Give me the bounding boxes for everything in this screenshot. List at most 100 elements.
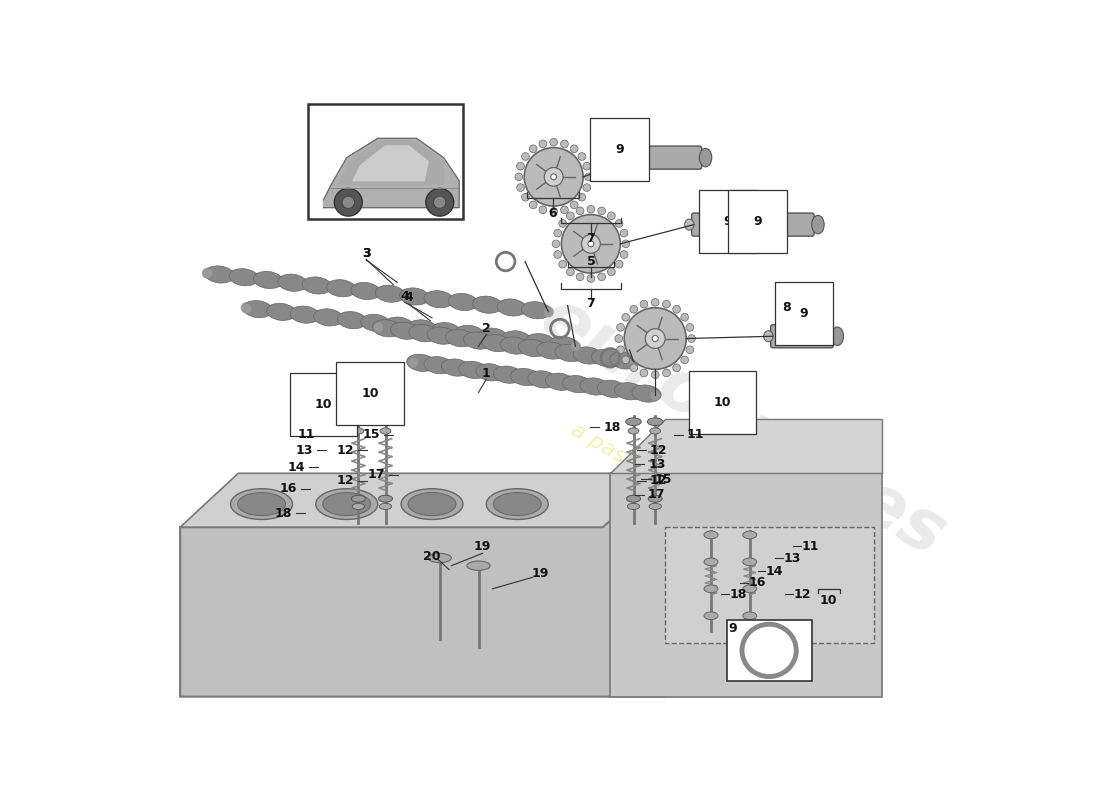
Ellipse shape bbox=[559, 220, 566, 227]
Ellipse shape bbox=[377, 418, 394, 426]
Ellipse shape bbox=[630, 306, 638, 313]
Text: 5: 5 bbox=[586, 255, 595, 268]
Ellipse shape bbox=[752, 215, 764, 234]
Text: 8: 8 bbox=[615, 126, 624, 138]
Ellipse shape bbox=[408, 493, 456, 516]
Text: 3: 3 bbox=[362, 247, 371, 260]
Ellipse shape bbox=[482, 334, 512, 352]
Ellipse shape bbox=[381, 428, 390, 434]
Ellipse shape bbox=[231, 489, 293, 519]
Circle shape bbox=[525, 147, 583, 206]
Ellipse shape bbox=[515, 173, 522, 181]
Text: 17: 17 bbox=[648, 488, 666, 502]
Ellipse shape bbox=[649, 503, 661, 510]
Ellipse shape bbox=[592, 350, 620, 366]
Ellipse shape bbox=[648, 418, 663, 426]
Circle shape bbox=[624, 308, 686, 370]
Ellipse shape bbox=[704, 558, 718, 566]
Ellipse shape bbox=[562, 375, 592, 393]
Ellipse shape bbox=[552, 240, 560, 248]
Ellipse shape bbox=[518, 339, 548, 357]
Ellipse shape bbox=[609, 352, 639, 369]
Text: 1: 1 bbox=[482, 366, 491, 380]
Ellipse shape bbox=[314, 309, 343, 326]
Ellipse shape bbox=[529, 201, 537, 209]
Text: 18: 18 bbox=[729, 588, 747, 601]
Ellipse shape bbox=[441, 359, 471, 376]
Ellipse shape bbox=[539, 206, 547, 214]
Ellipse shape bbox=[640, 369, 648, 377]
Ellipse shape bbox=[493, 366, 522, 383]
Ellipse shape bbox=[539, 140, 547, 148]
Ellipse shape bbox=[446, 330, 474, 346]
Ellipse shape bbox=[379, 503, 392, 510]
Ellipse shape bbox=[546, 373, 574, 390]
Ellipse shape bbox=[408, 320, 437, 337]
Text: 12: 12 bbox=[794, 588, 811, 601]
Text: 9: 9 bbox=[754, 215, 762, 228]
Circle shape bbox=[342, 196, 354, 209]
Ellipse shape bbox=[554, 344, 584, 362]
Ellipse shape bbox=[640, 300, 648, 308]
Text: 13: 13 bbox=[783, 551, 801, 565]
Ellipse shape bbox=[700, 148, 712, 167]
Ellipse shape bbox=[517, 162, 525, 170]
Ellipse shape bbox=[561, 140, 569, 148]
Text: 19: 19 bbox=[474, 540, 491, 553]
Text: 12: 12 bbox=[337, 444, 354, 457]
Ellipse shape bbox=[550, 138, 558, 146]
Ellipse shape bbox=[559, 260, 566, 268]
Ellipse shape bbox=[628, 428, 639, 434]
FancyBboxPatch shape bbox=[664, 527, 873, 642]
Ellipse shape bbox=[521, 194, 529, 201]
Ellipse shape bbox=[502, 330, 531, 348]
Text: 12: 12 bbox=[337, 474, 354, 487]
Text: 16: 16 bbox=[749, 576, 767, 589]
Ellipse shape bbox=[651, 298, 659, 306]
Ellipse shape bbox=[316, 489, 377, 519]
Ellipse shape bbox=[832, 327, 844, 346]
Ellipse shape bbox=[497, 299, 527, 316]
Ellipse shape bbox=[353, 428, 364, 434]
Ellipse shape bbox=[351, 418, 366, 426]
Ellipse shape bbox=[424, 290, 453, 308]
Ellipse shape bbox=[681, 314, 689, 321]
Ellipse shape bbox=[580, 378, 609, 395]
Ellipse shape bbox=[526, 334, 554, 350]
Text: eurospares: eurospares bbox=[527, 283, 957, 571]
Text: 14: 14 bbox=[766, 565, 783, 578]
Ellipse shape bbox=[607, 268, 615, 276]
Ellipse shape bbox=[578, 153, 586, 160]
Ellipse shape bbox=[384, 317, 414, 334]
Circle shape bbox=[561, 214, 620, 273]
Ellipse shape bbox=[549, 336, 579, 354]
Ellipse shape bbox=[378, 495, 393, 502]
Ellipse shape bbox=[521, 302, 551, 319]
Text: 10: 10 bbox=[315, 398, 332, 410]
Ellipse shape bbox=[510, 368, 540, 386]
Circle shape bbox=[652, 335, 658, 342]
Text: 16: 16 bbox=[279, 482, 297, 495]
Ellipse shape bbox=[742, 558, 757, 566]
Ellipse shape bbox=[627, 495, 640, 502]
Text: 18: 18 bbox=[275, 507, 292, 520]
Ellipse shape bbox=[673, 306, 681, 313]
Text: 13: 13 bbox=[296, 444, 312, 457]
FancyBboxPatch shape bbox=[771, 325, 834, 348]
Text: 9: 9 bbox=[615, 143, 624, 157]
Ellipse shape bbox=[553, 230, 562, 237]
Ellipse shape bbox=[621, 314, 629, 321]
Ellipse shape bbox=[704, 531, 718, 538]
Ellipse shape bbox=[473, 296, 502, 314]
Ellipse shape bbox=[427, 327, 456, 344]
Ellipse shape bbox=[529, 145, 537, 153]
Ellipse shape bbox=[372, 320, 402, 337]
Ellipse shape bbox=[229, 269, 258, 286]
Ellipse shape bbox=[390, 322, 420, 339]
Ellipse shape bbox=[351, 282, 381, 299]
Text: 6: 6 bbox=[549, 206, 558, 219]
Text: 8: 8 bbox=[724, 198, 733, 210]
Ellipse shape bbox=[626, 418, 641, 426]
Circle shape bbox=[582, 234, 601, 254]
Ellipse shape bbox=[352, 503, 364, 510]
